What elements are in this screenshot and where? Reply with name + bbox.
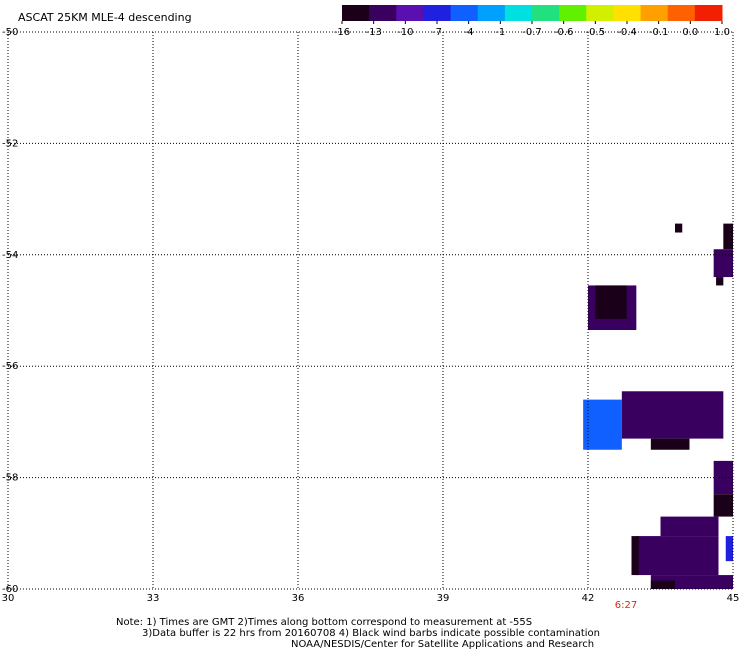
data-cell-6 <box>583 399 622 450</box>
x-tick-label-36: 36 <box>292 593 305 604</box>
data-cell-10 <box>713 494 733 517</box>
colorbar-label-2: -10 <box>397 27 413 38</box>
axis-labels: 30 33 36 39 42 45 -50 -52 -54 -56 -58 -60 <box>2 27 740 604</box>
data-cell-11 <box>660 516 719 537</box>
x-tick-label-30: 30 <box>2 593 15 604</box>
y-tick-label--60: -60 <box>2 584 18 595</box>
data-cell-5 <box>595 285 627 319</box>
grid-lines <box>7 31 734 590</box>
data-cell-7 <box>621 391 724 439</box>
x-tick-label-39: 39 <box>437 593 450 604</box>
data-cell-14 <box>725 536 733 562</box>
data-cell-17 <box>650 580 675 589</box>
colorbar-swatch-4 <box>450 5 479 21</box>
data-cell-3 <box>716 277 724 286</box>
colorbar-swatch-13 <box>694 5 723 21</box>
colorbar-swatch-11 <box>640 5 669 21</box>
data-cell-15 <box>718 575 733 589</box>
colorbar-label-4: -4 <box>464 27 474 38</box>
y-tick-label--52: -52 <box>2 138 18 149</box>
colorbar-swatch-7 <box>532 5 560 21</box>
colorbar-swatch-0 <box>342 5 370 21</box>
data-cell-13 <box>631 536 639 576</box>
x-tick-label-42: 42 <box>582 593 595 604</box>
map-title: ASCAT 25KM MLE-4 descending <box>18 11 192 24</box>
colorbar-label-11: 0.0 <box>682 27 698 38</box>
data-cells <box>583 223 733 589</box>
colorbar-swatch-1 <box>369 5 397 21</box>
colorbar-swatch-6 <box>504 5 533 21</box>
colorbar-swatch-2 <box>396 5 424 21</box>
x-tick-label-33: 33 <box>147 593 160 604</box>
note-line-2: 3)Data buffer is 22 hrs from 20160708 4)… <box>142 628 600 639</box>
data-cell-12 <box>636 536 719 576</box>
colorbar-label-6: -0.7 <box>522 27 542 38</box>
colorbar-label-10: -0.1 <box>649 27 669 38</box>
y-tick-label--50: -50 <box>2 27 18 38</box>
time-label: 6:27 <box>615 600 637 611</box>
colorbar-swatch-10 <box>613 5 642 21</box>
data-cell-1 <box>723 223 733 250</box>
x-tick-label-45: 45 <box>727 593 740 604</box>
data-cell-9 <box>713 460 733 495</box>
data-cell-8 <box>650 438 690 450</box>
data-cell-0 <box>675 223 683 233</box>
colorbar-label-8: -0.5 <box>586 27 606 38</box>
y-tick-label--54: -54 <box>2 250 18 261</box>
data-cell-2 <box>713 249 733 278</box>
colorbar-swatch-3 <box>423 5 452 21</box>
colorbar-swatch-9 <box>586 5 614 21</box>
y-tick-label--56: -56 <box>2 361 18 372</box>
colorbar-swatch-8 <box>559 5 587 21</box>
colorbar-swatch-5 <box>477 5 506 21</box>
y-tick-label--58: -58 <box>2 473 18 484</box>
note-line-3: NOAA/NESDIS/Center for Satellite Applica… <box>291 639 594 650</box>
colorbar-label-1: -13 <box>365 27 381 38</box>
colorbar: -16 -13 -10 -7 -4 -1 -0.7 -0.6 -0.5 -0.4 -0.1 0.0 1.… <box>334 5 730 38</box>
note-line-1: Note: 1) Times are GMT 2)Times along bot… <box>116 617 532 628</box>
colorbar-swatch-12 <box>667 5 696 21</box>
